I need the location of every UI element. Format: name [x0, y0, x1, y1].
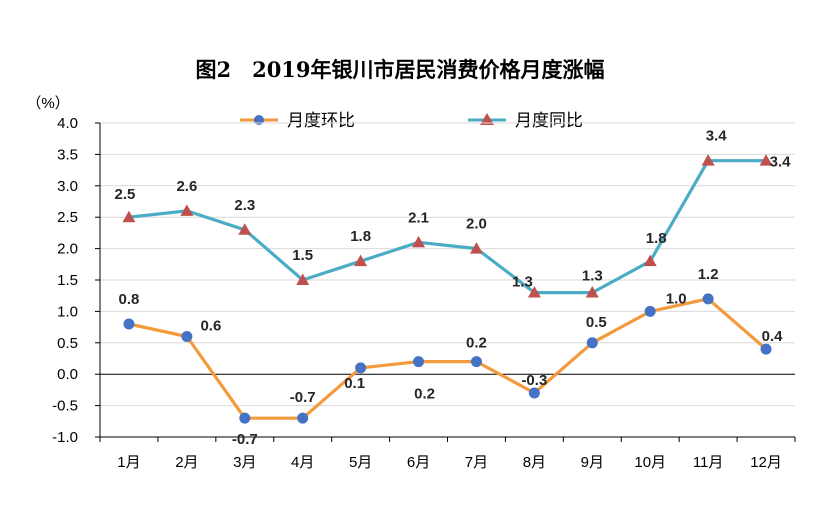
data-point-yoy	[643, 254, 657, 267]
data-point-mom	[123, 318, 135, 330]
y-tick-label: 4.0	[57, 115, 78, 132]
data-point-mom	[586, 337, 598, 349]
series	[122, 154, 773, 424]
axes: 4.0 3.5 3.0 2.5 2.0 1.5 1.0 0.5 0.0 -0.5 -1.0 1月 2月 3…	[52, 115, 796, 471]
data-point-yoy	[527, 286, 541, 298]
y-tick-label: 0.5	[57, 335, 78, 352]
data-point-mom	[470, 356, 482, 368]
data-point-yoy	[701, 154, 715, 166]
data-point-yoy	[412, 235, 426, 248]
legend-item-yoy: 月度同比	[468, 111, 583, 130]
x-tick-label: 3月	[233, 454, 256, 471]
data-point-mom	[413, 356, 425, 368]
legend-label-yoy: 月度同比	[515, 111, 583, 130]
data-point-yoy	[180, 204, 194, 216]
x-tick-label: 9月	[581, 454, 604, 471]
data-label-mom: 0.8	[119, 291, 140, 308]
data-point-mom	[297, 412, 309, 424]
data-point-yoy	[296, 273, 310, 285]
data-label-yoy: 2.5	[115, 186, 136, 203]
x-tick-label: 5月	[349, 454, 372, 471]
x-tick-label: 4月	[291, 454, 314, 471]
data-label-yoy: 1.5	[292, 247, 313, 264]
data-label-yoy: 1.8	[646, 230, 667, 247]
data-label-yoy: 2.6	[176, 178, 197, 195]
y-tick-label: 1.0	[57, 303, 78, 320]
data-label-mom: -0.7	[290, 389, 316, 406]
data-label-mom: 1.2	[698, 266, 719, 283]
data-point-mom	[760, 343, 772, 355]
series-line-mom	[128, 297, 768, 420]
x-tick-label: 1月	[117, 454, 140, 471]
y-tick-label: 3.5	[57, 146, 78, 163]
data-label-mom: 0.1	[344, 375, 365, 392]
data-label-mom: -0.3	[521, 372, 547, 389]
data-point-mom	[181, 331, 193, 343]
data-label-yoy: 2.0	[466, 216, 487, 233]
data-point-yoy	[469, 242, 483, 254]
data-label-mom: 0.2	[466, 335, 487, 352]
data-label-yoy: 3.4	[770, 154, 792, 171]
data-point-yoy	[122, 210, 136, 223]
data-point-yoy	[759, 154, 773, 166]
data-point-mom	[644, 305, 656, 317]
y-tick-label: 2.5	[57, 209, 78, 226]
data-point-mom	[355, 362, 367, 374]
data-point-mom	[702, 293, 714, 305]
y-tick-label: 2.0	[57, 241, 78, 258]
x-tick-label: 8月	[523, 454, 546, 471]
data-label-yoy: 1.3	[582, 268, 603, 285]
data-label-yoy: 1.3	[512, 274, 533, 291]
legend-marker-yoy	[480, 113, 494, 125]
y-tick-label: 0.0	[57, 366, 78, 383]
data-point-yoy	[354, 254, 368, 267]
gridlines	[100, 122, 795, 438]
data-label-mom: 0.2	[414, 386, 435, 403]
series-line-yoy	[128, 159, 766, 295]
data-point-yoy	[238, 223, 252, 235]
data-label-yoy: 1.8	[350, 228, 371, 245]
x-tick-label: 12月	[750, 454, 782, 471]
x-tick-label: 11月	[693, 454, 724, 471]
x-tick-label: 7月	[465, 454, 488, 471]
data-label-yoy: 3.4	[706, 128, 728, 145]
data-label-yoy: 2.3	[234, 197, 255, 214]
x-tick-label: 2月	[175, 454, 198, 471]
y-axis-label: （%）	[26, 95, 69, 112]
data-label-mom: 0.4	[762, 328, 784, 345]
legend-item-mom: 月度环比	[240, 111, 355, 130]
chart-title: 图2 2019年银川市居民消费价格月度涨幅	[195, 57, 604, 82]
data-label-mom: 1.0	[666, 290, 687, 307]
data-point-mom	[239, 412, 251, 424]
data-label-mom: 0.5	[586, 314, 607, 331]
data-point-mom	[528, 387, 540, 399]
legend-label-mom: 月度环比	[287, 111, 355, 130]
x-tick-label: 6月	[407, 454, 430, 471]
y-tick-label: -1.0	[52, 429, 78, 446]
legend: 月度环比 月度同比	[240, 111, 583, 130]
data-label-mom: 0.6	[200, 318, 221, 335]
y-tick-label: 1.5	[57, 272, 78, 289]
x-tick-label: 10月	[634, 454, 666, 471]
y-tick-label: 3.0	[57, 178, 78, 195]
data-labels: 0.8 0.6 -0.7 -0.7 0.1 0.2 0.2 -0.3 0.5 1.0 1.2 0.4 2…	[115, 128, 792, 448]
data-label-mom: -0.7	[232, 431, 258, 448]
data-point-yoy	[585, 286, 599, 298]
data-label-yoy: 2.1	[408, 209, 429, 226]
y-tick-label: -0.5	[52, 398, 78, 415]
